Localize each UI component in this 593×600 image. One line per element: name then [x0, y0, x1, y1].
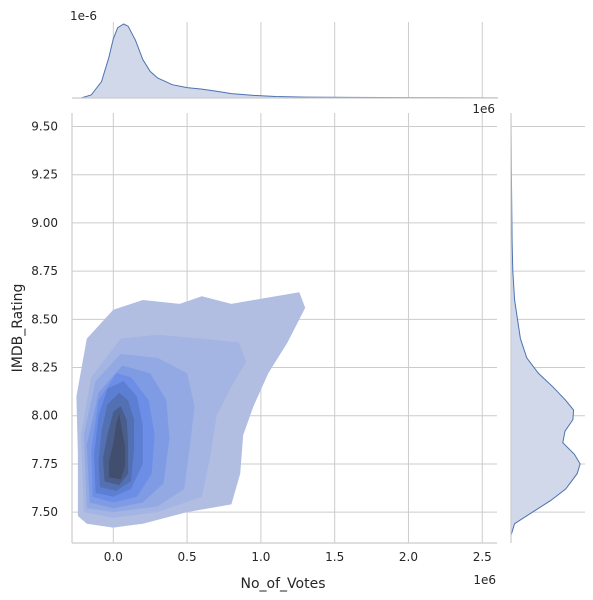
x-axis-label: No_of_Votes [241, 576, 326, 592]
y-tick-label: 8.50 [31, 312, 58, 326]
y-axis-label: IMDB_Rating [10, 284, 26, 373]
top-marginal-offset-label: 1e-6 [70, 9, 97, 23]
right-marginal-offset-label: 1e6 [472, 102, 495, 116]
y-tick-label: 9.25 [31, 168, 58, 182]
x-tick-label: 1.0 [251, 550, 270, 564]
x-tick-label: 2.0 [399, 550, 418, 564]
y-tick-label: 8.00 [31, 409, 58, 423]
y-tick-label: 7.75 [31, 457, 58, 471]
x-tick-label: 1.5 [325, 550, 344, 564]
x-tick-label: 2.5 [473, 550, 492, 564]
y-tick-label: 8.25 [31, 361, 58, 375]
y-tick-label: 9.50 [31, 119, 58, 133]
right-marginal-panel: 1e6 [472, 102, 585, 543]
top-marginal-panel: 1e-6 [70, 9, 498, 99]
x-tick-labels: 0.0 0.5 1.0 1.5 2.0 2.5 [104, 550, 492, 564]
main-joint-panel: 0.0 0.5 1.0 1.5 2.0 2.5 7.50 7.75 8.00 8.25 8.50 8… [10, 113, 497, 592]
y-tick-labels: 7.50 7.75 8.00 8.25 8.50 8.75 9.00 9.25 9.50 [31, 119, 58, 519]
x-tick-label: 0.5 [178, 550, 197, 564]
density-contours [76, 292, 306, 528]
right-marginal-density [510, 116, 581, 536]
y-tick-label: 7.50 [31, 505, 58, 519]
x-tick-label: 0.0 [104, 550, 123, 564]
density-contour-level [108, 413, 126, 480]
top-marginal-density [80, 23, 498, 99]
x-offset-label: 1e6 [473, 573, 496, 587]
y-tick-label: 8.75 [31, 264, 58, 278]
y-tick-label: 9.00 [31, 216, 58, 230]
